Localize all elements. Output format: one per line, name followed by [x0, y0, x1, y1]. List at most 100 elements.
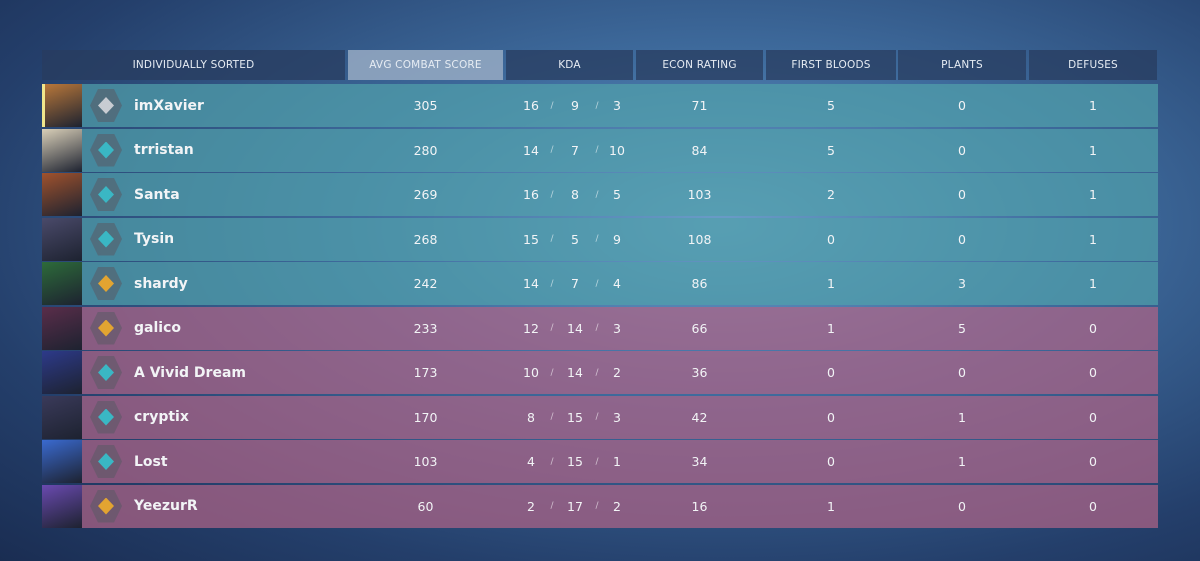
econ-rating: 84 [691, 142, 708, 158]
kda-separator: / [550, 278, 554, 289]
plants: 5 [958, 320, 966, 336]
plants: 0 [958, 498, 966, 514]
player-row: trristan 280 14 / 7 / 10 84 5 0 1 [42, 128, 1158, 172]
assists: 9 [613, 231, 621, 247]
kills: 4 [527, 454, 535, 469]
kda-separator: / [550, 234, 554, 244]
kda-separator: / [595, 145, 599, 155]
deaths: 5 [571, 231, 579, 247]
agent-portrait [42, 217, 82, 261]
kda-separator: / [550, 145, 554, 155]
kda-separator: / [550, 323, 554, 333]
agent-portrait [42, 262, 82, 305]
defuses: 1 [1089, 98, 1097, 113]
defuses: 1 [1089, 231, 1097, 247]
kda-separator: / [595, 189, 599, 200]
avg-combat-score: 170 [413, 409, 438, 425]
kills: 16 [523, 98, 539, 113]
assists: 3 [613, 409, 621, 425]
assists: 3 [613, 320, 621, 336]
kills: 14 [523, 142, 539, 158]
deaths: 15 [567, 454, 583, 469]
rank-gem [98, 230, 114, 248]
econ-rating: 103 [687, 187, 712, 202]
kda-separator: / [595, 100, 599, 111]
agent-portrait [42, 306, 82, 350]
player-row: cryptix 170 8 / 15 / 3 42 0 1 0 [42, 395, 1158, 439]
avg-combat-score: 269 [413, 187, 438, 202]
rank-gem [98, 275, 114, 292]
player-name: galico [134, 320, 181, 336]
player-row: galico 233 12 / 14 / 3 66 1 5 0 [42, 306, 1158, 350]
deaths: 7 [571, 276, 579, 291]
assists: 1 [613, 454, 621, 469]
assists: 3 [613, 98, 621, 113]
deaths: 8 [571, 187, 579, 202]
rank-icon [90, 267, 122, 300]
defuses: 1 [1089, 276, 1097, 291]
first-bloods: 5 [827, 142, 835, 158]
rank-gem [98, 186, 114, 203]
defuses: 1 [1089, 187, 1097, 202]
rank-icon [90, 89, 122, 122]
avg-combat-score: 242 [413, 276, 438, 291]
econ-rating: 86 [691, 276, 708, 291]
deaths: 15 [567, 409, 583, 425]
rank-icon [90, 400, 122, 434]
first-bloods: 1 [827, 498, 835, 514]
defuses: 0 [1089, 454, 1097, 469]
player-row: Santa 269 16 / 8 / 5 103 2 0 1 [42, 173, 1158, 216]
column-header: PLANTS [898, 50, 1026, 80]
deaths: 7 [571, 142, 579, 158]
plants: 0 [958, 98, 966, 113]
kills: 2 [527, 498, 535, 514]
kills: 8 [527, 409, 535, 425]
econ-rating: 71 [691, 98, 708, 113]
agent-portrait [42, 351, 82, 394]
deaths: 14 [567, 365, 583, 380]
agent-portrait [42, 128, 82, 172]
column-header: ECON RATING [636, 50, 763, 80]
player-row: Tysin 268 15 / 5 / 9 108 0 0 1 [42, 217, 1158, 261]
first-bloods: 0 [827, 454, 835, 469]
econ-rating: 34 [691, 454, 708, 469]
player-row: A Vivid Dream 173 10 / 14 / 2 36 0 0 0 [42, 351, 1158, 394]
kda-separator: / [550, 367, 554, 378]
kda-separator: / [595, 234, 599, 244]
assists: 4 [613, 276, 621, 291]
avg-combat-score: 103 [413, 454, 438, 469]
first-bloods: 1 [827, 320, 835, 336]
avg-combat-score: 60 [417, 498, 434, 514]
rank-gem [98, 408, 114, 426]
rank-icon [90, 222, 122, 256]
econ-rating: 16 [691, 498, 708, 514]
avg-combat-score: 173 [413, 365, 438, 380]
defuses: 0 [1089, 365, 1097, 380]
player-row: Lost 103 4 / 15 / 1 34 0 1 0 [42, 440, 1158, 483]
rank-icon [90, 445, 122, 478]
rank-icon [90, 356, 122, 389]
first-bloods: 1 [827, 276, 835, 291]
column-header: KDA [506, 50, 633, 80]
rank-gem [98, 141, 114, 159]
rank-gem [98, 364, 114, 381]
deaths: 9 [571, 98, 579, 113]
kills: 16 [523, 187, 539, 202]
kills: 12 [523, 320, 539, 336]
plants: 3 [958, 276, 966, 291]
plants: 0 [958, 142, 966, 158]
agent-portrait [42, 395, 82, 439]
player-row: imXavier 305 16 / 9 / 3 71 5 0 1 [42, 84, 1158, 127]
rank-gem [98, 319, 114, 337]
kda-separator: / [595, 501, 599, 511]
plants: 0 [958, 231, 966, 247]
first-bloods: 0 [827, 409, 835, 425]
player-name: A Vivid Dream [134, 364, 246, 381]
player-name: Santa [134, 186, 180, 203]
first-bloods: 2 [827, 187, 835, 202]
kills: 10 [523, 365, 539, 380]
player-name: YeezurR [134, 498, 198, 514]
player-name: Lost [134, 453, 168, 470]
player-row: shardy 242 14 / 7 / 4 86 1 3 1 [42, 262, 1158, 305]
